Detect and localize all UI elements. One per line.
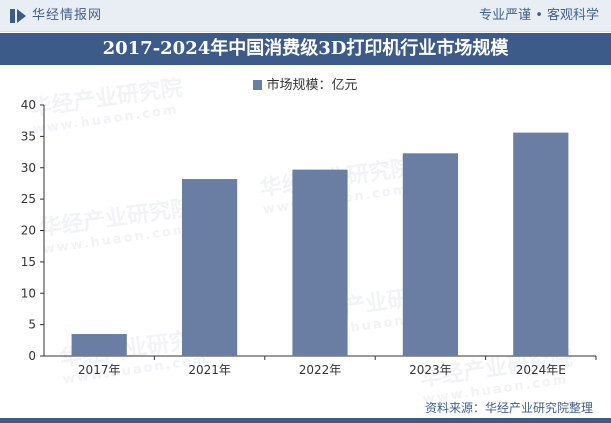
y-tick-label: 35: [21, 129, 36, 143]
bar: [292, 169, 348, 356]
y-tick-label: 0: [28, 349, 36, 363]
y-tick-label: 5: [28, 318, 36, 332]
y-tick-label: 25: [21, 192, 36, 206]
bar: [402, 153, 458, 356]
legend-swatch: [253, 80, 263, 90]
y-tick-label: 20: [21, 224, 36, 238]
slogan: 专业严谨 • 客观科学: [479, 8, 599, 23]
x-tick-label: 2022年: [299, 363, 342, 377]
legend-label: 市场规模：亿元: [266, 78, 358, 93]
x-tick-label: 2021年: [188, 363, 231, 377]
x-tick-label: 2023年: [409, 363, 452, 377]
y-tick-label: 30: [21, 161, 36, 175]
source-note: 资料来源：华经产业研究院整理: [424, 401, 593, 415]
brand-name: 华经情报网: [32, 8, 103, 23]
brand-logo-icon: [10, 9, 26, 23]
footer-rule: [0, 418, 611, 423]
y-tick-label: 15: [21, 255, 36, 269]
bar: [71, 334, 127, 356]
bar: [182, 179, 238, 356]
chart-title: 2017-2024年中国消费级3D打印机行业市场规模: [0, 33, 611, 65]
bar: [513, 132, 569, 356]
x-tick-label: 2017年: [78, 363, 121, 377]
brand: 华经情报网: [10, 8, 102, 24]
y-tick-label: 40: [21, 98, 36, 112]
y-tick-label: 10: [21, 286, 36, 300]
x-tick-label: 2024年E: [516, 363, 566, 377]
legend: 市场规模：亿元: [0, 74, 611, 93]
header-bar: 华经情报网 专业严谨 • 客观科学: [0, 0, 611, 32]
